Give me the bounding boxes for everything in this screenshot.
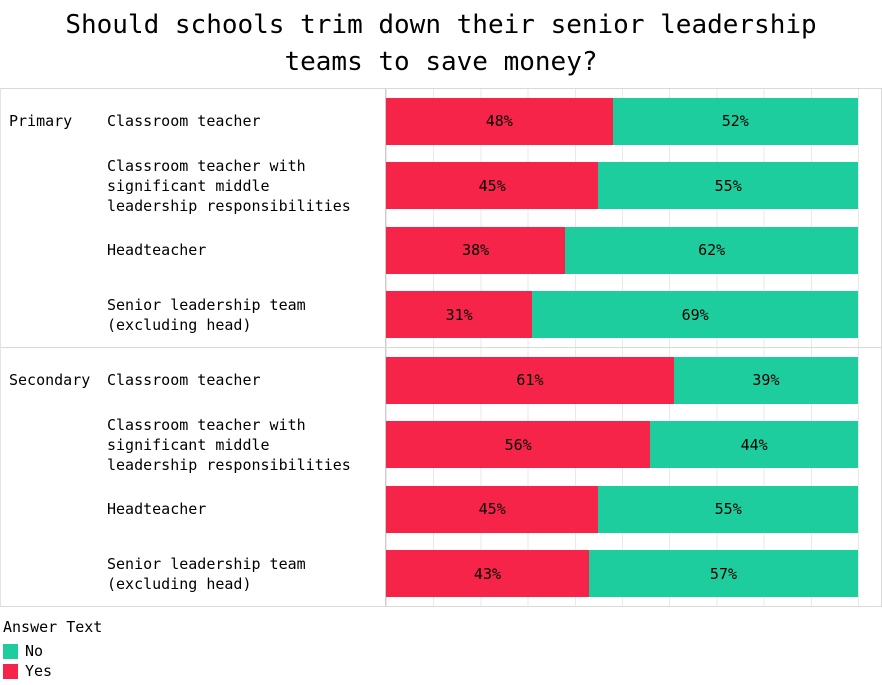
row-group-secondary: Secondary Classroom teacher 61% 39% Classroo… (1, 347, 881, 606)
chart-row: Headteacher 38% 62% (1, 218, 881, 283)
legend-items: No Yes (3, 641, 882, 681)
bar-segment-no: 69% (532, 291, 858, 339)
chart-row: Primary Classroom teacher 48% 52% (1, 89, 881, 154)
bar-cell: 43% 57% (385, 550, 858, 598)
bar-segment-yes: 56% (386, 421, 651, 469)
stacked-bar: 38% 62% (386, 226, 858, 274)
legend-swatch-no (3, 643, 18, 659)
bar-value-label-no: 52% (721, 112, 749, 131)
bar-segment-yes: 61% (386, 356, 674, 404)
chart-row: Classroom teacher with significant middl… (1, 413, 881, 478)
bar-segment-no: 52% (612, 97, 858, 145)
legend-label: Yes (25, 662, 53, 680)
category-cell: Headteacher (105, 240, 385, 260)
legend-title: Answer Text (3, 618, 103, 636)
bar-cell: 38% 62% (385, 226, 858, 274)
bar-segment-no: 55% (598, 485, 858, 533)
stacked-bar: 45% 55% (386, 162, 858, 210)
category-label: Classroom teacher with significant middl… (107, 415, 351, 474)
bar-cell: 45% 55% (385, 485, 858, 533)
stacked-bar: 31% 69% (386, 291, 858, 339)
bar-segment-no: 44% (650, 421, 858, 469)
category-cell: Classroom teacher with significant middl… (105, 156, 385, 216)
bar-value-label-no: 55% (714, 500, 742, 519)
category-cell: Headteacher (105, 499, 385, 519)
chart-title-line-1: Should schools trim down their senior le… (65, 10, 817, 40)
group-label: Primary (9, 112, 73, 131)
stacked-bar: 56% 44% (386, 421, 858, 469)
bar-value-label-yes: 56% (504, 435, 532, 454)
stacked-bar: 45% 55% (386, 485, 858, 533)
category-label: Classroom teacher with significant middl… (107, 156, 351, 215)
bar-value-label-yes: 61% (516, 371, 544, 390)
legend-label: No (25, 642, 44, 660)
bar-cell: 61% 39% (385, 356, 858, 404)
category-cell: Classroom teacher (105, 370, 385, 390)
stacked-bar: 43% 57% (386, 550, 858, 598)
bar-value-label-yes: 45% (478, 500, 506, 519)
legend-swatch-yes (3, 663, 18, 679)
bar-value-label-yes: 48% (485, 112, 513, 131)
bar-value-label-yes: 31% (445, 305, 473, 324)
bar-cell: 56% 44% (385, 421, 858, 469)
legend-item-no: No (3, 641, 882, 661)
bar-segment-yes: 31% (386, 291, 533, 339)
bar-segment-no: 62% (565, 226, 858, 274)
bar-segment-no: 57% (588, 550, 858, 598)
bar-value-label-yes: 45% (478, 176, 506, 195)
bar-value-label-yes: 38% (462, 241, 490, 260)
category-cell: Senior leadership team (excluding head) (105, 295, 385, 335)
row-group-primary: Primary Classroom teacher 48% 52% Classroom … (1, 89, 881, 347)
bar-value-label-no: 39% (752, 371, 780, 390)
bar-segment-yes: 48% (386, 97, 613, 145)
bar-segment-yes: 38% (386, 226, 566, 274)
bar-value-label-no: 69% (681, 305, 709, 324)
chart-row: Senior leadership team (excluding head) 3… (1, 283, 881, 348)
bar-segment-yes: 45% (386, 485, 599, 533)
chart-title: Should schools trim down their senior le… (0, 0, 882, 88)
stacked-bar: 48% 52% (386, 97, 858, 145)
bar-value-label-yes: 43% (473, 564, 502, 583)
chart-row: Classroom teacher with significant middl… (1, 154, 881, 219)
legend: Answer Text No Yes (0, 618, 882, 681)
category-label: Headteacher (107, 241, 207, 260)
chart-row: Secondary Classroom teacher 61% 39% (1, 348, 881, 413)
legend-item-yes: Yes (3, 661, 882, 681)
bar-segment-no: 39% (673, 356, 858, 404)
bar-value-label-no: 55% (714, 176, 742, 195)
category-label: Headteacher (107, 500, 207, 519)
bar-segment-no: 55% (598, 162, 858, 210)
category-cell: Classroom teacher (105, 111, 385, 131)
group-label: Secondary (9, 371, 91, 390)
bar-segment-yes: 45% (386, 162, 599, 210)
chart-row: Headteacher 45% 55% (1, 477, 881, 542)
bar-groups: Primary Classroom teacher 48% 52% Classroom … (1, 89, 881, 606)
category-label: Classroom teacher (107, 112, 261, 131)
category-cell: Senior leadership team (excluding head) (105, 554, 385, 594)
stacked-bar: 61% 39% (386, 356, 858, 404)
chart-row: Senior leadership team (excluding head) 4… (1, 542, 881, 607)
category-label: Senior leadership team (excluding head) (107, 295, 306, 334)
bar-value-label-no: 62% (698, 241, 726, 260)
bar-segment-yes: 43% (386, 550, 589, 598)
chart-title-line-2: teams to save money? (284, 47, 598, 77)
bar-cell: 31% 69% (385, 291, 858, 339)
bar-cell: 48% 52% (385, 97, 858, 145)
plot-panel: Primary Classroom teacher 48% 52% Classroom … (0, 88, 882, 607)
category-label: Senior leadership team (excluding head) (107, 554, 306, 593)
category-label: Classroom teacher (107, 371, 261, 390)
bar-value-label-no: 57% (709, 564, 738, 583)
category-cell: Classroom teacher with significant middl… (105, 415, 385, 475)
bar-value-label-no: 44% (740, 435, 768, 454)
bar-cell: 45% 55% (385, 162, 858, 210)
